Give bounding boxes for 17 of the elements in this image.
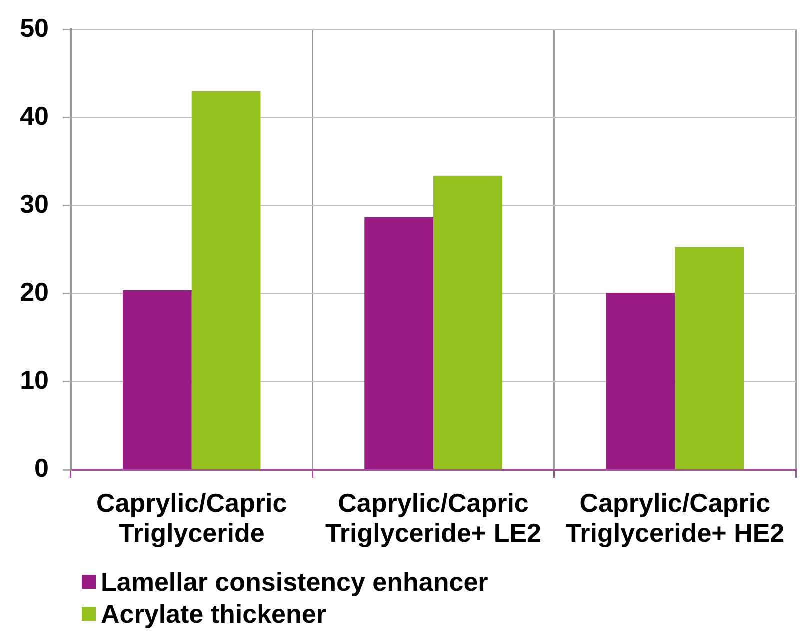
y-tick-label: 50 bbox=[20, 12, 49, 43]
legend-label: Lamellar consistency enhancer bbox=[101, 566, 488, 598]
y-tick-label: 20 bbox=[20, 277, 49, 308]
x-tick-label: Caprylic/Capric Triglyceride bbox=[96, 488, 288, 548]
y-tick-label: 10 bbox=[20, 365, 49, 396]
bar bbox=[434, 176, 502, 470]
bar bbox=[192, 91, 261, 470]
x-tick-label: Caprylic/Capric Triglyceride+ HE2 bbox=[566, 488, 785, 548]
y-tick-label: 40 bbox=[20, 100, 49, 131]
bar bbox=[122, 290, 192, 470]
bar bbox=[675, 247, 744, 470]
bar bbox=[364, 217, 434, 470]
legend-label: Acrylate thickener bbox=[101, 598, 326, 630]
x-tick-label: Caprylic/Capric Triglyceride+ LE2 bbox=[325, 488, 542, 548]
bar bbox=[606, 292, 676, 470]
y-tick-label: 30 bbox=[20, 188, 49, 219]
y-tick-label: 0 bbox=[34, 453, 49, 484]
